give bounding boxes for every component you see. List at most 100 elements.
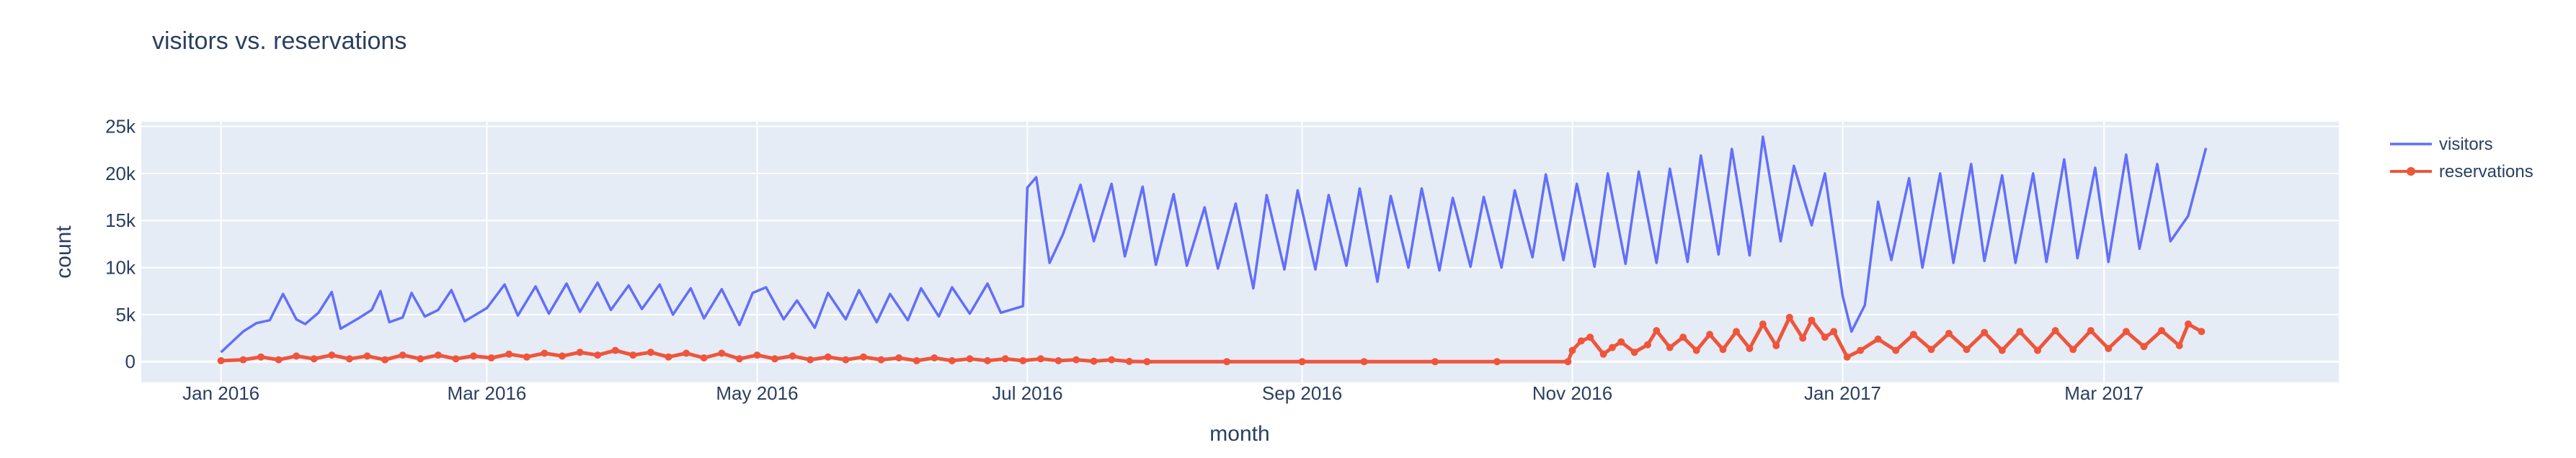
reservations-point — [1719, 346, 1727, 354]
reservations-point — [1909, 331, 1917, 338]
reservations-point — [2105, 345, 2113, 352]
reservations-point — [328, 351, 336, 359]
reservations-point — [789, 352, 796, 360]
reservations-point — [1874, 335, 1882, 343]
reservations-point — [1799, 334, 1807, 342]
legend-label: reservations — [2439, 162, 2533, 181]
reservations-point — [771, 355, 778, 363]
reservations-point — [452, 355, 460, 363]
series-visitors — [220, 135, 2208, 354]
reservations-point — [824, 353, 832, 361]
reservations-point — [2051, 327, 2059, 335]
chart-title: visitors vs. reservations — [152, 27, 407, 55]
reservations-point — [912, 356, 920, 364]
legend-item-visitors[interactable]: visitors — [2390, 135, 2493, 154]
reservations-point — [665, 353, 672, 361]
reservations-point — [931, 354, 938, 362]
reservations-point — [1998, 346, 2006, 354]
reservations-point — [1360, 358, 1368, 366]
reservations-point — [345, 355, 353, 363]
x-tick-label: Jan 2017 — [1804, 382, 1881, 404]
x-tick-label: Jan 2016 — [182, 382, 259, 404]
reservations-point — [576, 349, 584, 356]
reservations-point — [2034, 346, 2041, 354]
reservations-point — [1679, 333, 1687, 341]
reservations-point — [239, 356, 247, 364]
x-axis-tick-labels: Jan 2016 Mar 2016 May 2016 Jul 2016 Sep 2016… — [182, 382, 2144, 404]
reservations-point — [1108, 356, 1116, 364]
legend-item-reservations[interactable]: reservations — [2390, 162, 2533, 181]
reservations-point — [1564, 358, 1572, 366]
y-tick-label: 0 — [125, 351, 136, 372]
reservations-point — [541, 349, 548, 357]
series-reservations — [217, 313, 2206, 366]
reservations-point — [895, 354, 903, 362]
reservations-point — [399, 351, 407, 359]
reservations-point — [310, 355, 318, 363]
reservations-point — [1843, 353, 1851, 361]
reservations-point — [700, 354, 708, 362]
y-tick-label: 25k — [105, 116, 136, 138]
reservations-point — [807, 356, 814, 364]
reservations-point — [523, 353, 530, 361]
reservations-point — [1577, 337, 1585, 345]
reservations-point — [2185, 320, 2192, 328]
reservations-point — [1927, 346, 1935, 354]
reservations-point — [1857, 346, 1865, 354]
reservations-point — [948, 356, 956, 364]
reservations-point — [1746, 345, 1754, 352]
reservations-point — [2087, 327, 2095, 335]
reservations-point — [1830, 328, 1838, 336]
y-tick-label: 20k — [105, 163, 136, 184]
reservations-point — [363, 352, 371, 360]
x-tick-label: Mar 2016 — [448, 382, 527, 404]
reservations-point — [735, 355, 743, 363]
series-layer — [217, 135, 2208, 366]
reservations-point — [1431, 358, 1439, 366]
gridlines — [141, 122, 2339, 382]
reservations-point — [1692, 346, 1700, 354]
y-tick-label: 15k — [105, 210, 136, 231]
reservations-point — [966, 355, 974, 363]
reservations-point — [1808, 316, 1816, 324]
y-axis-tick-labels: 0 5k 10k 15k 20k 25k — [105, 116, 136, 373]
reservations-point — [1644, 341, 1651, 349]
reservations-point — [753, 351, 761, 359]
reservations-point — [1617, 338, 1625, 346]
reservations-point — [683, 349, 690, 357]
x-tick-label: Nov 2016 — [1532, 382, 1612, 404]
x-tick-label: Jul 2016 — [992, 382, 1062, 404]
reservations-point — [1001, 355, 1009, 363]
visitors-line — [220, 135, 2208, 354]
reservations-point — [611, 346, 619, 354]
reservations-point — [1298, 358, 1306, 366]
reservations-point — [2069, 346, 2077, 354]
reservations-point — [1963, 346, 1971, 354]
reservations-point — [842, 356, 850, 364]
reservations-point — [1821, 333, 1829, 341]
reservations-point — [434, 351, 442, 359]
reservations-point — [1143, 358, 1151, 366]
reservations-point — [647, 349, 654, 356]
reservations-point — [2158, 327, 2166, 335]
reservations-point — [1125, 357, 1133, 365]
reservations-point — [1772, 342, 1780, 349]
y-tick-label: 10k — [105, 257, 136, 279]
reservations-point — [1981, 328, 1989, 336]
reservations-point — [559, 352, 566, 360]
reservations-point — [1706, 331, 1714, 338]
reservations-point — [2122, 328, 2130, 336]
reservations-point — [1072, 356, 1080, 364]
legend[interactable]: visitors reservations — [2390, 135, 2533, 181]
reservations-point — [1054, 356, 1062, 364]
reservations-point — [877, 356, 885, 364]
reservations-point — [1733, 328, 1740, 336]
reservations-point — [1666, 344, 1674, 351]
reservations-point — [217, 356, 225, 364]
reservations-point — [1223, 358, 1231, 366]
plot-area — [141, 122, 2339, 382]
reservations-point — [2175, 342, 2183, 349]
reservations-point — [1036, 355, 1044, 363]
reservations-point — [1090, 357, 1098, 365]
legend-marker — [2407, 167, 2415, 176]
